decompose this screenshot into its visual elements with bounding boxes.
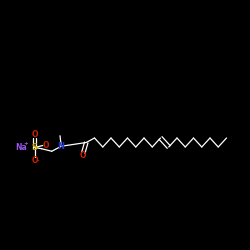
Text: O: O xyxy=(32,130,38,139)
Text: O: O xyxy=(80,152,86,160)
Text: O: O xyxy=(32,156,38,165)
Text: O: O xyxy=(42,141,49,150)
Text: +: + xyxy=(24,141,28,146)
Text: N: N xyxy=(58,142,65,151)
Text: -: - xyxy=(37,158,40,163)
Text: S: S xyxy=(32,143,38,152)
Text: Na: Na xyxy=(15,142,27,152)
